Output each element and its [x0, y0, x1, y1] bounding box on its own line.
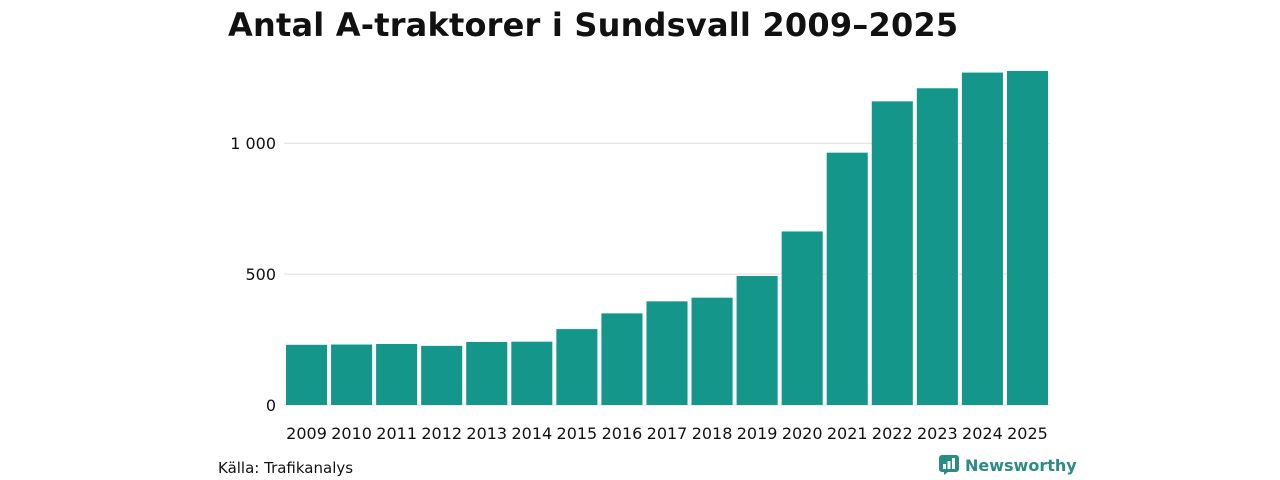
bar-2020 — [781, 231, 823, 405]
x-tick-label: 2016 — [602, 424, 643, 443]
chart-title: Antal A-traktorer i Sundsvall 2009–2025 — [228, 6, 959, 44]
bar-2024 — [961, 72, 1003, 406]
y-tick-label: 1 000 — [230, 134, 276, 153]
bar-2017 — [646, 301, 688, 405]
bars — [286, 71, 1048, 406]
x-tick-label: 2015 — [557, 424, 598, 443]
bar-2014 — [511, 341, 553, 405]
x-tick-label: 2010 — [331, 424, 372, 443]
x-tick-label: 2022 — [872, 424, 913, 443]
x-tick-label: 2011 — [376, 424, 417, 443]
y-tick-label: 0 — [266, 396, 276, 415]
bar-2015 — [556, 329, 598, 405]
bar-2016 — [601, 313, 643, 405]
bar-2019 — [736, 275, 778, 405]
x-axis-ticks: 2009 2010 2011 2012 2013 2014 2015 2016 2017 2018… — [286, 424, 1048, 443]
bar-2012 — [421, 345, 463, 405]
x-tick-label: 2023 — [917, 424, 958, 443]
x-tick-label: 2020 — [782, 424, 823, 443]
x-tick-label: 2017 — [647, 424, 688, 443]
x-tick-label: 2018 — [692, 424, 733, 443]
bar-2022 — [871, 101, 913, 405]
bar-2025 — [1006, 71, 1048, 405]
x-tick-label: 2009 — [286, 424, 327, 443]
y-axis-ticks: 0 500 1 000 — [230, 134, 276, 415]
y-tick-label: 500 — [245, 265, 276, 284]
brand-logo: Newsworthy — [939, 455, 1077, 475]
bar-2023 — [916, 88, 958, 405]
brand-name: Newsworthy — [965, 455, 1077, 475]
bar-2018 — [691, 297, 733, 405]
bar-2010 — [331, 344, 373, 405]
bar-2013 — [466, 341, 508, 405]
x-tick-label: 2019 — [737, 424, 778, 443]
x-tick-label: 2024 — [962, 424, 1003, 443]
bar-2011 — [376, 344, 418, 405]
newsworthy-logo-icon — [939, 455, 959, 475]
x-tick-label: 2021 — [827, 424, 868, 443]
x-tick-label: 2014 — [511, 424, 552, 443]
x-tick-label: 2013 — [466, 424, 507, 443]
bar-2009 — [286, 344, 328, 405]
x-tick-label: 2025 — [1007, 424, 1048, 443]
x-tick-label: 2012 — [421, 424, 462, 443]
source-note: Källa: Trafikanalys — [218, 459, 354, 477]
bar-2021 — [826, 152, 868, 405]
